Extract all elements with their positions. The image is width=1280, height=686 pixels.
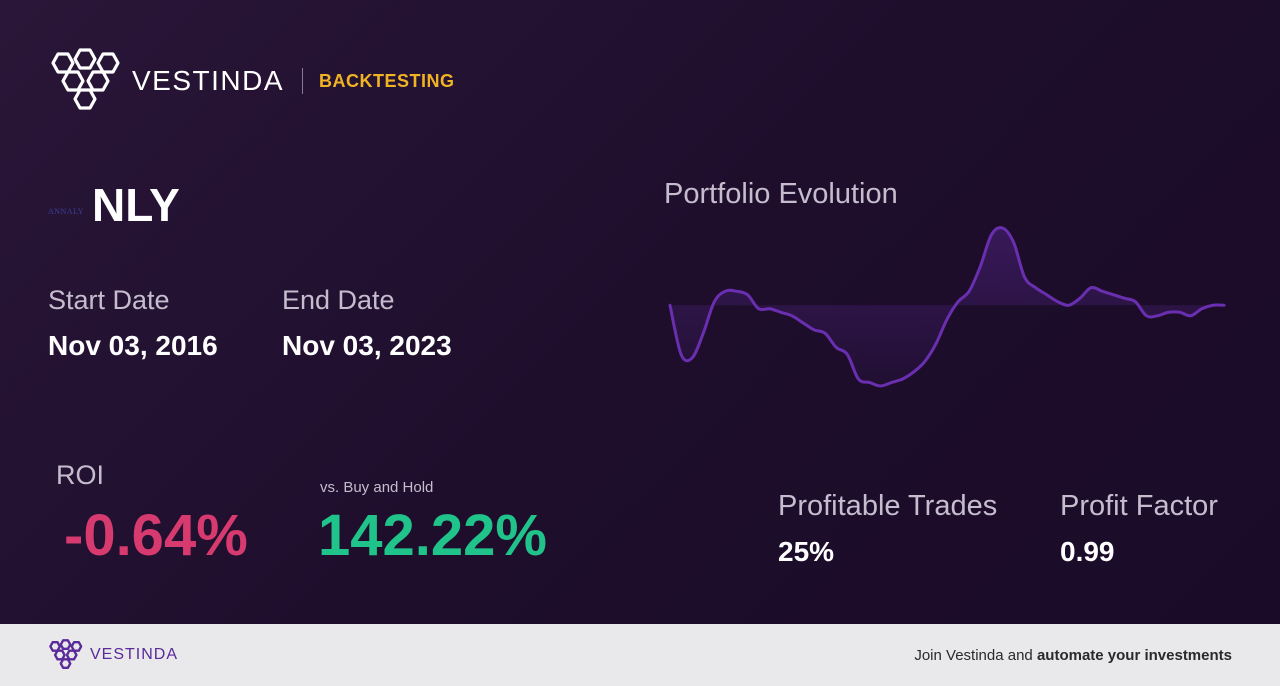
end-date-value: Nov 03, 2023: [282, 330, 452, 361]
ticker-symbol: NLY: [91, 179, 180, 231]
portfolio-chart: [668, 226, 1226, 388]
vestinda-logo-icon: [49, 639, 83, 669]
asset-heading: ANNALY NLY: [48, 178, 180, 232]
end-date-block: End Date Nov 03, 2023: [282, 285, 516, 362]
date-range: Start Date Nov 03, 2016 End Date Nov 03,…: [48, 285, 516, 362]
main-panel: VESTINDA BACKTESTING ANNALY NLY Start Da…: [0, 0, 1280, 624]
buy-hold-label: vs. Buy and Hold: [320, 479, 434, 496]
footer-brand: VESTINDA: [90, 646, 179, 663]
chart-title: Portfolio Evolution: [664, 178, 898, 210]
roi-value: -0.64%: [64, 503, 248, 568]
profit-factor-label: Profit Factor: [1060, 490, 1218, 522]
asset-logo: ANNALY: [48, 206, 84, 216]
portfolio-series-line: [668, 226, 1226, 388]
start-date-block: Start Date Nov 03, 2016: [48, 285, 282, 362]
footer-brand-link[interactable]: VESTINDA: [48, 639, 178, 671]
end-date-label: End Date: [282, 285, 395, 315]
footer: VESTINDA Join Vestinda and automate your…: [0, 624, 1280, 686]
start-date-value: Nov 03, 2016: [48, 330, 218, 361]
vestinda-logo-icon: [51, 48, 120, 110]
start-date-label: Start Date: [48, 285, 170, 315]
footer-cta-bold: automate your investments: [1036, 646, 1232, 664]
header: VESTINDA BACKTESTING: [48, 46, 455, 116]
profitable-trades-label: Profitable Trades: [778, 490, 998, 522]
roi-label: ROI: [56, 460, 105, 490]
footer-cta-prefix: Join Vestinda and: [914, 646, 1037, 664]
profitable-trades-value: 25%: [778, 536, 835, 567]
chart-area: [670, 227, 1224, 386]
footer-cta-link[interactable]: Join Vestinda and automate your investme…: [914, 647, 1232, 664]
brand-name: VESTINDA: [132, 65, 285, 96]
buy-hold-value: 142.22%: [318, 503, 547, 568]
profit-factor-value: 0.99: [1060, 536, 1115, 567]
header-divider: [302, 68, 304, 94]
product-name: BACKTESTING: [319, 70, 455, 91]
